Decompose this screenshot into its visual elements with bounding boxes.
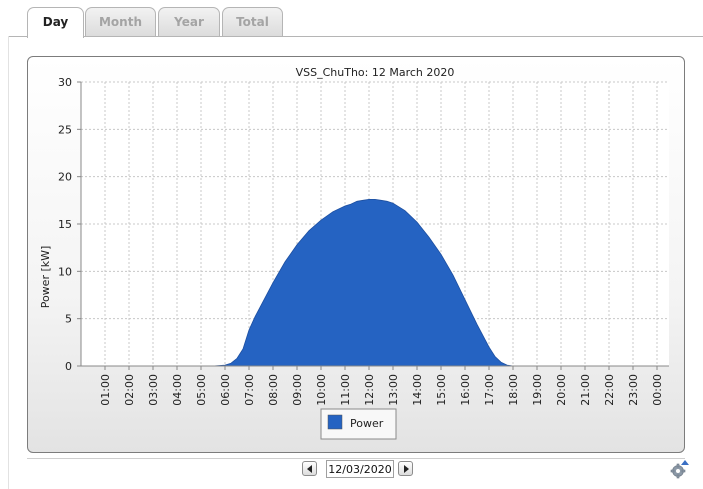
tab-total[interactable]: Total xyxy=(222,7,283,36)
y-axis-label: Power [kW] xyxy=(39,246,52,309)
content-border xyxy=(8,36,9,489)
y-tick-label-5: 25 xyxy=(58,123,72,136)
x-tick-label-19: 20:00 xyxy=(555,374,568,406)
x-tick-label-11: 12:00 xyxy=(363,374,376,406)
tab-month[interactable]: Month xyxy=(85,7,156,36)
tab-day[interactable]: Day xyxy=(27,7,84,38)
x-tick-label-3: 04:00 xyxy=(171,374,184,406)
x-tick-label-21: 22:00 xyxy=(603,374,616,406)
x-tick-label-6: 07:00 xyxy=(243,374,256,406)
x-tick-label-22: 23:00 xyxy=(627,374,640,406)
x-tick-label-14: 15:00 xyxy=(435,374,448,406)
date-input[interactable] xyxy=(326,460,394,478)
y-tick-label-4: 20 xyxy=(58,171,72,184)
legend-swatch-power xyxy=(327,414,343,430)
x-tick-label-20: 21:00 xyxy=(579,374,592,406)
x-tick-label-4: 05:00 xyxy=(195,374,208,406)
x-tick-label-15: 16:00 xyxy=(459,374,472,406)
x-tick-label-13: 14:00 xyxy=(411,374,424,406)
chevron-right-icon xyxy=(404,465,409,473)
legend-label-power: Power xyxy=(350,417,384,430)
x-tick-label-7: 08:00 xyxy=(267,374,280,406)
chart-title: VSS_ChuTho: 12 March 2020 xyxy=(296,66,455,79)
legend: Power xyxy=(320,408,397,440)
y-tick-label-3: 15 xyxy=(58,218,72,231)
y-tick-label-2: 10 xyxy=(58,265,72,278)
chevron-left-icon xyxy=(307,465,312,473)
x-tick-label-0: 01:00 xyxy=(99,374,112,406)
chart-panel: VSS_ChuTho: 12 March 2020 Power [kW] 0 5 1… xyxy=(27,56,685,453)
y-tick-label-6: 30 xyxy=(58,76,72,89)
x-tick-label-10: 11:00 xyxy=(339,374,352,406)
footer-divider xyxy=(27,458,685,459)
x-tick-label-16: 17:00 xyxy=(483,374,496,406)
x-tick-label-1: 02:00 xyxy=(123,374,136,406)
x-tick-label-9: 10:00 xyxy=(315,374,328,406)
tab-divider xyxy=(8,36,703,37)
x-tick-label-12: 13:00 xyxy=(387,374,400,406)
next-day-button[interactable] xyxy=(398,461,413,476)
prev-day-button[interactable] xyxy=(302,461,317,476)
y-tick-label-1: 5 xyxy=(65,313,72,326)
x-tick-label-18: 19:00 xyxy=(531,374,544,406)
power-chart: VSS_ChuTho: 12 March 2020 Power [kW] 0 5 1… xyxy=(39,66,669,440)
gear-icon[interactable] xyxy=(669,458,691,480)
x-tick-label-17: 18:00 xyxy=(507,374,520,406)
x-tick-label-23: 00:00 xyxy=(651,374,664,406)
x-tick-label-2: 03:00 xyxy=(147,374,160,406)
tab-year[interactable]: Year xyxy=(158,7,220,36)
x-tick-label-8: 09:00 xyxy=(291,374,304,406)
x-tick-label-5: 06:00 xyxy=(219,374,232,406)
y-tick-label-0: 0 xyxy=(65,360,72,373)
